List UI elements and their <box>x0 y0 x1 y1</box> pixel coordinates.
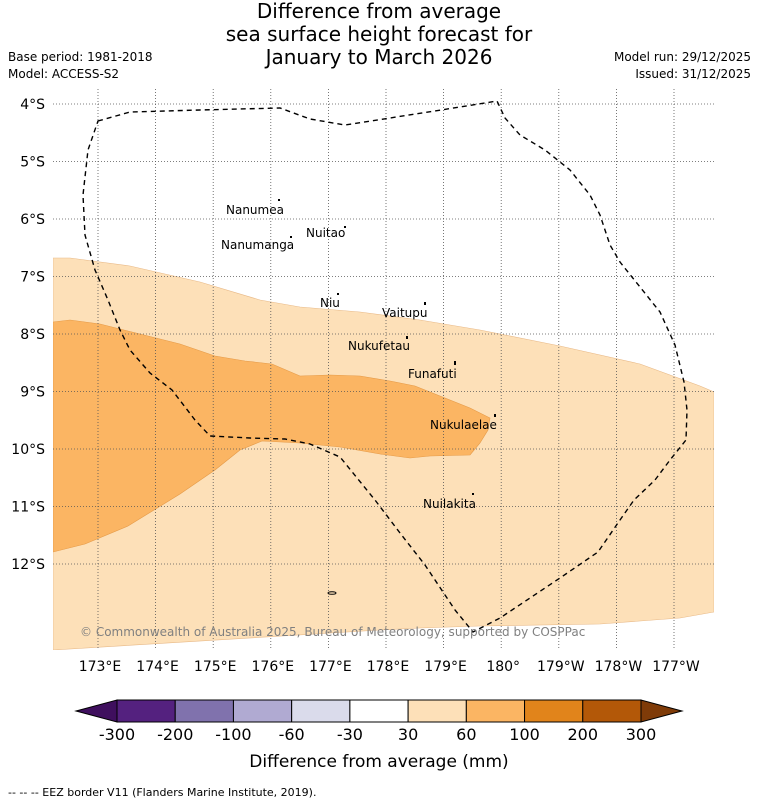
reef-marker <box>327 591 337 595</box>
colorbar-tick-label: 200 <box>568 725 599 744</box>
colorbar-tick-label: -200 <box>157 725 193 744</box>
island-label-nuitao: Nuitao <box>306 226 345 240</box>
colorbar-swatch <box>582 699 642 723</box>
colorbar-swatch <box>291 699 351 723</box>
colorbar-tick-label: 100 <box>509 725 540 744</box>
latitude-label: 11°S <box>11 500 45 516</box>
nukulaelae-marker <box>494 414 496 417</box>
colorbar-tick-label: -30 <box>337 725 363 744</box>
nuitao-marker <box>344 226 346 228</box>
latitude-label: 8°S <box>20 327 45 343</box>
island-label-niu: Niu <box>320 296 340 310</box>
latitude-label: 9°S <box>20 385 45 401</box>
latitude-label: 12°S <box>11 557 45 573</box>
island-label-nukulaelae: Nukulaelae <box>430 418 497 432</box>
colorbar-tick-label: -60 <box>279 725 305 744</box>
graticule <box>53 89 714 650</box>
island-label-nuilakita: Nuilakita <box>423 497 476 511</box>
base-period: Base period: 1981-2018 <box>8 50 153 64</box>
eez-footnote: -- -- -- EEZ border V11 (Flanders Marine… <box>8 786 317 799</box>
colorbar-min-extension <box>74 699 118 723</box>
copyright-notice: © Commonwealth of Australia 2025, Bureau… <box>80 625 585 639</box>
title-line-2: sea surface height forecast for <box>225 22 533 46</box>
colorbar-tick-label: 60 <box>456 725 476 744</box>
colorbar-tick-label: 30 <box>398 725 418 744</box>
anomaly-region-60-100 <box>53 319 491 553</box>
colorbar-swatch <box>174 699 234 723</box>
longitude-label: 175°E <box>194 659 237 675</box>
latitude-label: 5°S <box>20 155 45 171</box>
latitude-label: 10°S <box>11 442 45 458</box>
nanumanga-marker <box>290 236 292 238</box>
latitude-labels: 4°S 5°S 6°S 7°S 8°S 9°S 10°S 11°S 12°S <box>11 97 45 573</box>
longitude-label: 177°E <box>309 659 352 675</box>
longitude-label: 176°E <box>252 659 295 675</box>
colorbar-tick-label: -100 <box>215 725 251 744</box>
longitude-label: 179°W <box>537 659 585 675</box>
colorbar-title: Difference from average (mm) <box>249 752 508 772</box>
island-label-vaitupu: Vaitupu <box>382 306 428 320</box>
colorbar-max-extension <box>640 699 684 723</box>
eez-border <box>82 100 688 633</box>
title-line-3: January to March 2026 <box>265 45 493 69</box>
latitude-label: 4°S <box>20 97 45 113</box>
funafuti-marker <box>454 361 456 365</box>
latitude-label: 7°S <box>20 270 45 286</box>
colorbar: -300 -200 -100 -60 -30 30 60 100 200 300 Differen… <box>74 699 684 772</box>
colorbar-swatches <box>116 699 642 723</box>
colorbar-swatch <box>407 699 467 723</box>
nukufetau-marker <box>406 336 408 339</box>
colorbar-swatch <box>349 699 409 723</box>
longitude-label: 179°E <box>424 659 467 675</box>
island-label-nukufetau: Nukufetau <box>348 339 410 353</box>
island-label-nanumea: Nanumea <box>226 203 284 217</box>
niu-marker <box>337 293 339 295</box>
map-title: Difference from average sea surface heig… <box>0 0 758 69</box>
colorbar-tick-labels: -300 -200 -100 -60 -30 30 60 100 200 300 <box>99 725 656 744</box>
vaitupu-marker <box>424 302 426 305</box>
colorbar-swatch <box>232 699 293 723</box>
meta-left: Base period: 1981-2018 Model: ACCESS-S2 <box>8 49 153 83</box>
longitude-label: 180° <box>486 659 520 675</box>
island-label-funafuti: Funafuti <box>408 367 457 381</box>
title-line-1: Difference from average <box>256 0 502 23</box>
colorbar-swatch <box>116 699 176 723</box>
longitude-label: 178°W <box>595 659 643 675</box>
colorbar-tick-label: 300 <box>626 725 657 744</box>
latitude-label: 6°S <box>20 212 45 228</box>
meta-right: Model run: 29/12/2025 Issued: 31/12/2025 <box>614 49 751 83</box>
map-plot-area: Nanumea Nuitao Nanumanga Niu Vaitupu Nuk… <box>53 89 714 650</box>
longitude-label: 178°E <box>367 659 410 675</box>
issued-date: Issued: 31/12/2025 <box>635 67 751 81</box>
longitude-label: 174°E <box>136 659 179 675</box>
colorbar-tick-label: -300 <box>99 725 135 744</box>
nuilakita-marker <box>472 493 474 495</box>
longitude-label: 173°E <box>79 659 122 675</box>
model-run: Model run: 29/12/2025 <box>613 50 751 64</box>
colorbar-swatch <box>465 699 526 723</box>
longitude-label: 177°W <box>652 659 700 675</box>
island-markers <box>278 199 496 495</box>
longitude-labels: 173°E 174°E 175°E 176°E 177°E 178°E 179°E 180° 1… <box>79 659 700 675</box>
nanumea-marker <box>278 199 280 201</box>
island-label-nanumanga: Nanumanga <box>221 238 294 252</box>
colorbar-swatch <box>524 699 584 723</box>
model-name: Model: ACCESS-S2 <box>8 67 120 81</box>
